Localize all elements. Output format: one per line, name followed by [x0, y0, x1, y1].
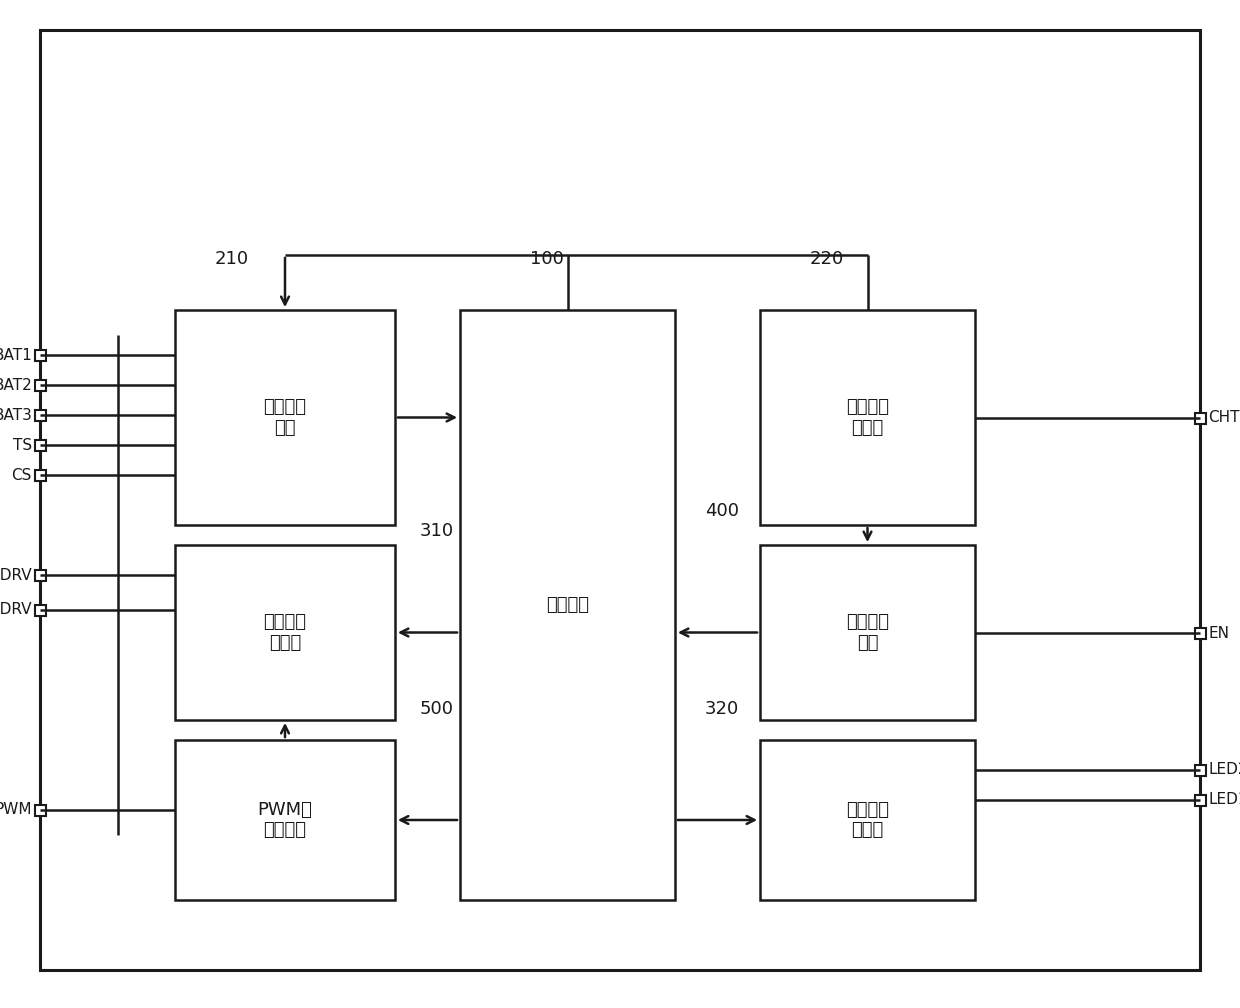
Text: 指示灯驱
动单元: 指示灯驱 动单元 — [846, 800, 889, 840]
Bar — [35, 605, 46, 616]
Text: 220: 220 — [810, 250, 844, 268]
Text: 400: 400 — [706, 502, 739, 520]
Bar — [35, 570, 46, 581]
Text: TS: TS — [12, 437, 32, 453]
Bar — [1194, 794, 1205, 805]
Bar — [1194, 764, 1205, 775]
Bar — [175, 545, 396, 720]
Bar — [760, 740, 975, 900]
Bar — [35, 470, 46, 481]
Bar — [1194, 412, 1205, 423]
Text: 电气检测
单元: 电气检测 单元 — [263, 398, 306, 436]
Text: CHTE: CHTE — [1208, 410, 1240, 425]
Text: BAT2: BAT2 — [0, 378, 32, 392]
Text: LED1: LED1 — [1208, 792, 1240, 807]
Text: 充电器检
测单元: 充电器检 测单元 — [846, 398, 889, 436]
Bar — [760, 310, 975, 525]
Text: 100: 100 — [529, 250, 564, 268]
Bar — [760, 545, 975, 720]
Text: CDRV: CDRV — [0, 603, 32, 618]
Bar — [460, 310, 675, 900]
Text: BAT3: BAT3 — [0, 407, 32, 422]
Text: PWM软
启动单元: PWM软 启动单元 — [258, 800, 312, 840]
Bar — [175, 310, 396, 525]
Text: 500: 500 — [420, 700, 454, 718]
Text: LED2: LED2 — [1208, 762, 1240, 777]
Text: 320: 320 — [706, 700, 739, 718]
Bar — [175, 740, 396, 900]
Text: 310: 310 — [420, 522, 454, 540]
Text: 210: 210 — [215, 250, 249, 268]
Text: CS: CS — [11, 468, 32, 483]
Bar — [35, 804, 46, 815]
Text: 充放电驱
动单元: 充放电驱 动单元 — [263, 613, 306, 652]
Bar — [35, 350, 46, 361]
Text: 开关使能
模块: 开关使能 模块 — [846, 613, 889, 652]
Bar — [35, 409, 46, 420]
Bar — [35, 379, 46, 390]
Text: BAT1: BAT1 — [0, 348, 32, 363]
Bar — [1194, 628, 1205, 638]
Text: PWM: PWM — [0, 802, 32, 817]
Bar — [35, 439, 46, 451]
Text: EN: EN — [1208, 626, 1229, 640]
Text: 主控模块: 主控模块 — [546, 596, 589, 614]
Text: DDRV: DDRV — [0, 568, 32, 583]
